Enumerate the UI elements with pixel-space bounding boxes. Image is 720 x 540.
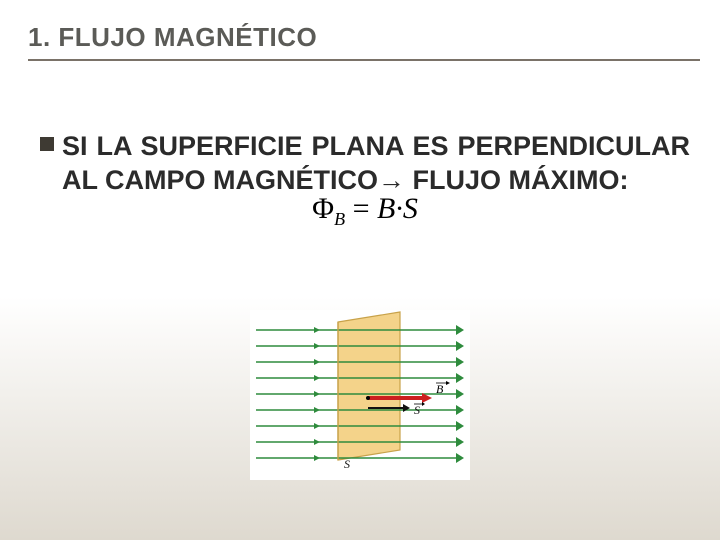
formula-rhs: B·S: [377, 192, 418, 225]
bullet-icon: [40, 137, 54, 151]
formula-sub: B: [334, 209, 345, 229]
title-rule: [28, 59, 700, 61]
slide-title: 1. FLUJO MAGNÉTICO: [28, 22, 700, 53]
bullet-item: SI LA SUPERFICIE PLANA ES PERPENDICULAR …: [40, 130, 690, 198]
svg-text:B: B: [436, 382, 444, 396]
svg-text:S: S: [344, 457, 350, 471]
flux-diagram: B S S: [250, 310, 470, 480]
formula-eq: =: [353, 192, 377, 225]
formula-phi: Φ: [312, 192, 334, 225]
svg-text:S: S: [414, 403, 420, 417]
body-text: SI LA SUPERFICIE PLANA ES PERPENDICULAR …: [62, 130, 690, 198]
